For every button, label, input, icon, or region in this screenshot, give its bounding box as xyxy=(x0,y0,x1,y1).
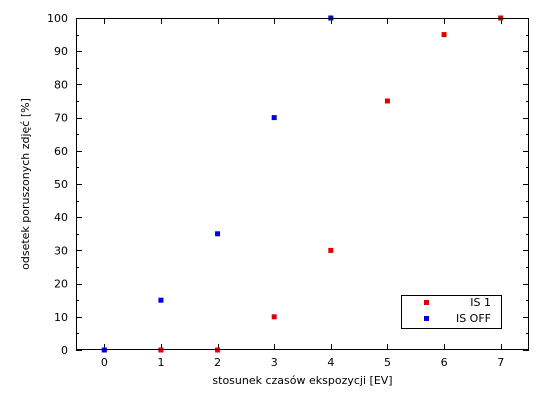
data-point-series-0 xyxy=(271,314,277,320)
x-tick-label: 7 xyxy=(497,356,504,369)
data-point-series-1 xyxy=(271,115,277,121)
y-tick-label: 30 xyxy=(54,244,68,257)
legend-items: IS 1 IS OFF xyxy=(424,296,491,325)
y-tick-label: 50 xyxy=(54,178,68,191)
legend-label-series-1: IS OFF xyxy=(456,312,491,325)
y-axis-title: odsetek poruszonych zdjęć [%] xyxy=(19,98,32,270)
y-minor-ticks xyxy=(76,35,529,334)
data-point-series-1 xyxy=(158,297,164,303)
x-tick-labels: 0 1 2 3 4 5 6 7 xyxy=(101,356,504,369)
x-tick-label: 0 xyxy=(101,356,108,369)
x-tick-label: 3 xyxy=(271,356,278,369)
x-tick-label: 5 xyxy=(384,356,391,369)
y-tick-label: 0 xyxy=(61,344,68,357)
x-tick-label: 4 xyxy=(327,356,334,369)
y-tick-label: 60 xyxy=(54,145,68,158)
plot-area-frame xyxy=(76,18,529,350)
data-point-series-0 xyxy=(441,32,447,38)
legend-marker-series-0 xyxy=(424,300,429,305)
data-point-series-0 xyxy=(328,247,334,253)
y-tick-label: 90 xyxy=(54,45,68,58)
legend-label-series-0: IS 1 xyxy=(470,296,491,309)
y-tick-label: 40 xyxy=(54,211,68,224)
y-tick-label: 10 xyxy=(54,311,68,324)
legend-marker-series-1 xyxy=(424,316,429,321)
y-tick-labels: 0 10 20 30 40 50 60 70 80 90 100 xyxy=(47,12,68,357)
legend: IS 1 IS OFF xyxy=(401,295,502,329)
y-tick-label: 20 xyxy=(54,278,68,291)
x-tick-label: 6 xyxy=(441,356,448,369)
data-point-series-0 xyxy=(384,98,390,104)
y-tick-label: 100 xyxy=(47,12,68,25)
x-axis-title: stosunek czasów ekspozycji [EV] xyxy=(212,374,392,387)
data-point-series-1 xyxy=(215,231,221,237)
y-tick-label: 80 xyxy=(54,78,68,91)
x-tick-label: 1 xyxy=(157,356,164,369)
x-tick-label: 2 xyxy=(214,356,221,369)
y-tick-label: 70 xyxy=(54,112,68,125)
legend-box xyxy=(401,295,502,329)
